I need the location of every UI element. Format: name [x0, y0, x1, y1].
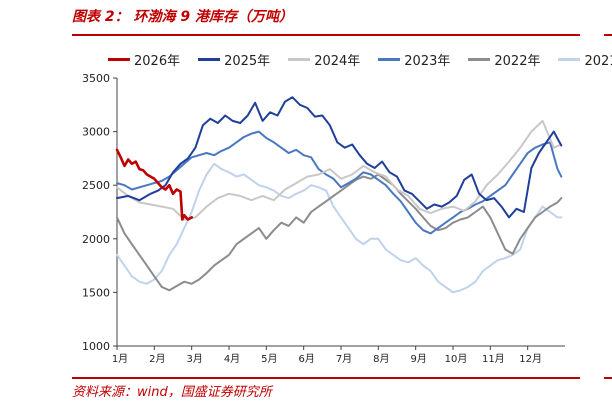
legend-swatch — [288, 58, 311, 61]
y-tick-label: 2000 — [82, 233, 110, 246]
y-tick-label: 3500 — [82, 72, 110, 85]
chart-legend: 2026年 2025年 2024年 2023年 2022年 2021年 — [108, 50, 612, 69]
legend-label: 2023年 — [404, 54, 451, 69]
legend-item: 2023年 — [378, 50, 450, 69]
x-tick-label: 3月 — [186, 353, 202, 365]
source-note: 资料来源：wind，国盛证券研究所 — [72, 385, 272, 400]
source-rule — [72, 377, 580, 379]
legend-label: 2022年 — [494, 54, 541, 69]
x-tick-label: 9月 — [410, 353, 426, 365]
x-tick-label: 7月 — [336, 353, 352, 365]
y-tick-label: 3000 — [82, 126, 110, 139]
x-tick-label: 5月 — [261, 353, 277, 365]
x-tick-label: 12月 — [519, 353, 542, 365]
legend-label: 2026年 — [134, 54, 181, 69]
x-tick-label: 1月 — [112, 353, 128, 365]
legend-swatch — [108, 58, 130, 61]
figure-title: 图表 2： 环渤海 9 港库存（万吨） — [72, 9, 293, 25]
legend-item: 2021年 — [558, 50, 612, 69]
legend-item: 2024年 — [288, 50, 360, 69]
y-tick-label: 1500 — [82, 286, 110, 299]
x-tick-label: 2月 — [149, 353, 165, 365]
legend-label: 2025年 — [224, 54, 271, 69]
legend-item: 2026年 — [108, 50, 180, 69]
y-tick-label: 2500 — [82, 179, 110, 192]
series-line-2024年 — [116, 119, 563, 221]
x-tick-label: 6月 — [298, 353, 314, 365]
x-tick-label: 11月 — [482, 353, 505, 365]
y-tick-label: 1000 — [82, 340, 110, 353]
title-rule — [72, 34, 580, 36]
series-line-2021年 — [116, 162, 563, 294]
x-tick-label: 4月 — [224, 353, 240, 365]
rule-end-mark-top — [604, 34, 612, 36]
x-tick-label: 10月 — [445, 353, 468, 365]
legend-swatch — [198, 58, 221, 61]
rule-end-mark-bottom — [604, 377, 612, 379]
series-line-2025年 — [116, 96, 563, 219]
legend-label: 2024年 — [314, 54, 361, 69]
series-line-2026年 — [115, 148, 193, 221]
series-line-2022年 — [116, 173, 563, 292]
legend-swatch — [468, 58, 491, 61]
series-line-2023年 — [116, 130, 563, 235]
legend-swatch — [378, 58, 401, 61]
legend-label: 2021年 — [584, 54, 612, 69]
legend-swatch — [558, 58, 581, 61]
legend-item: 2025年 — [198, 50, 270, 69]
legend-item: 2022年 — [468, 50, 540, 69]
x-tick-label: 8月 — [373, 353, 389, 365]
